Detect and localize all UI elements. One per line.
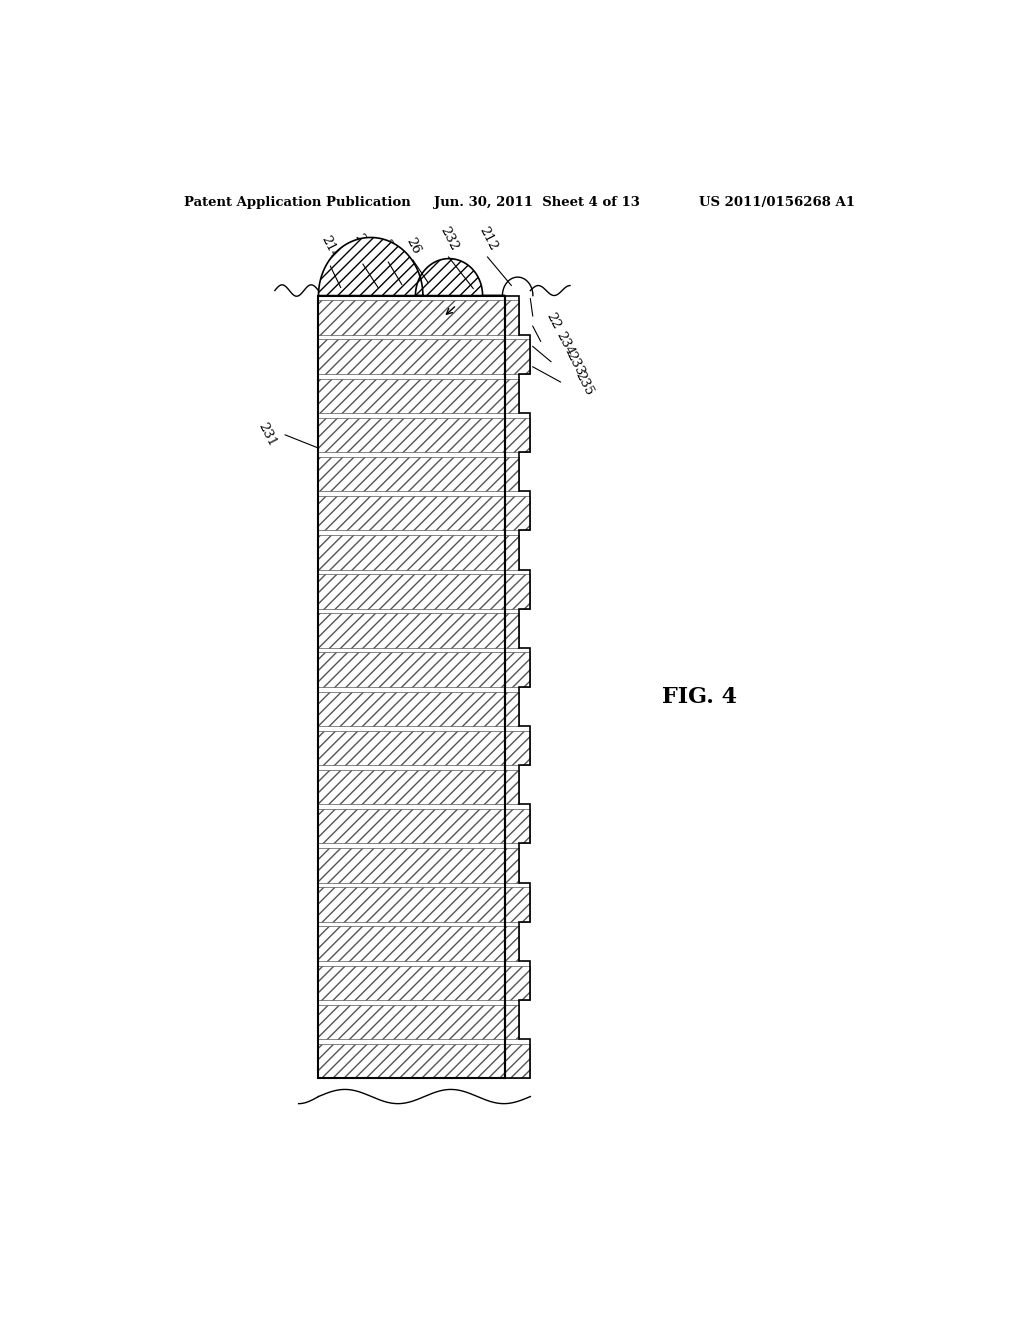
Bar xyxy=(505,574,530,609)
Bar xyxy=(318,731,505,766)
Text: 21: 21 xyxy=(379,238,398,257)
Bar xyxy=(505,614,519,648)
Bar xyxy=(318,417,505,453)
Bar xyxy=(505,301,519,335)
Bar xyxy=(505,809,530,843)
Text: Jun. 30, 2011  Sheet 4 of 13: Jun. 30, 2011 Sheet 4 of 13 xyxy=(433,195,639,209)
Bar xyxy=(318,535,505,569)
Bar xyxy=(505,457,519,491)
Bar xyxy=(318,614,505,648)
Bar xyxy=(505,417,530,453)
Bar xyxy=(318,496,505,531)
Text: 212: 212 xyxy=(476,224,499,253)
Text: FIG. 4: FIG. 4 xyxy=(662,686,737,708)
Text: 232: 232 xyxy=(437,224,460,253)
Bar xyxy=(505,1044,530,1078)
Bar xyxy=(505,496,530,531)
Bar xyxy=(505,1005,519,1039)
Bar xyxy=(505,887,530,921)
Text: 214: 214 xyxy=(318,234,342,263)
Bar xyxy=(318,1005,505,1039)
Bar xyxy=(318,692,505,726)
Bar xyxy=(318,652,505,686)
Bar xyxy=(318,574,505,609)
Text: 26: 26 xyxy=(403,235,423,256)
Bar xyxy=(505,849,519,883)
Text: 22: 22 xyxy=(543,310,562,331)
Bar xyxy=(318,965,505,1001)
Bar xyxy=(505,692,519,726)
Bar xyxy=(318,457,505,491)
Text: 213: 213 xyxy=(351,231,375,260)
Bar xyxy=(318,927,505,961)
Text: US 2011/0156268 A1: US 2011/0156268 A1 xyxy=(699,195,855,209)
Bar xyxy=(318,770,505,804)
Bar xyxy=(505,379,519,413)
Bar xyxy=(505,731,530,766)
Text: Patent Application Publication: Patent Application Publication xyxy=(183,195,411,209)
Text: 235: 235 xyxy=(572,370,596,399)
Bar xyxy=(505,965,530,1001)
Text: 233: 233 xyxy=(563,350,587,378)
Bar xyxy=(318,296,505,1078)
Bar xyxy=(505,770,519,804)
PathPatch shape xyxy=(318,238,505,296)
Text: 234: 234 xyxy=(553,329,577,358)
Bar xyxy=(318,301,505,335)
Bar xyxy=(505,652,530,686)
Bar xyxy=(318,809,505,843)
Bar xyxy=(505,535,519,569)
Bar xyxy=(318,887,505,921)
Bar xyxy=(505,339,530,374)
Bar xyxy=(318,849,505,883)
Bar xyxy=(505,927,519,961)
Text: 231: 231 xyxy=(255,421,279,449)
Bar xyxy=(318,1044,505,1078)
Bar xyxy=(318,379,505,413)
Bar xyxy=(318,339,505,374)
